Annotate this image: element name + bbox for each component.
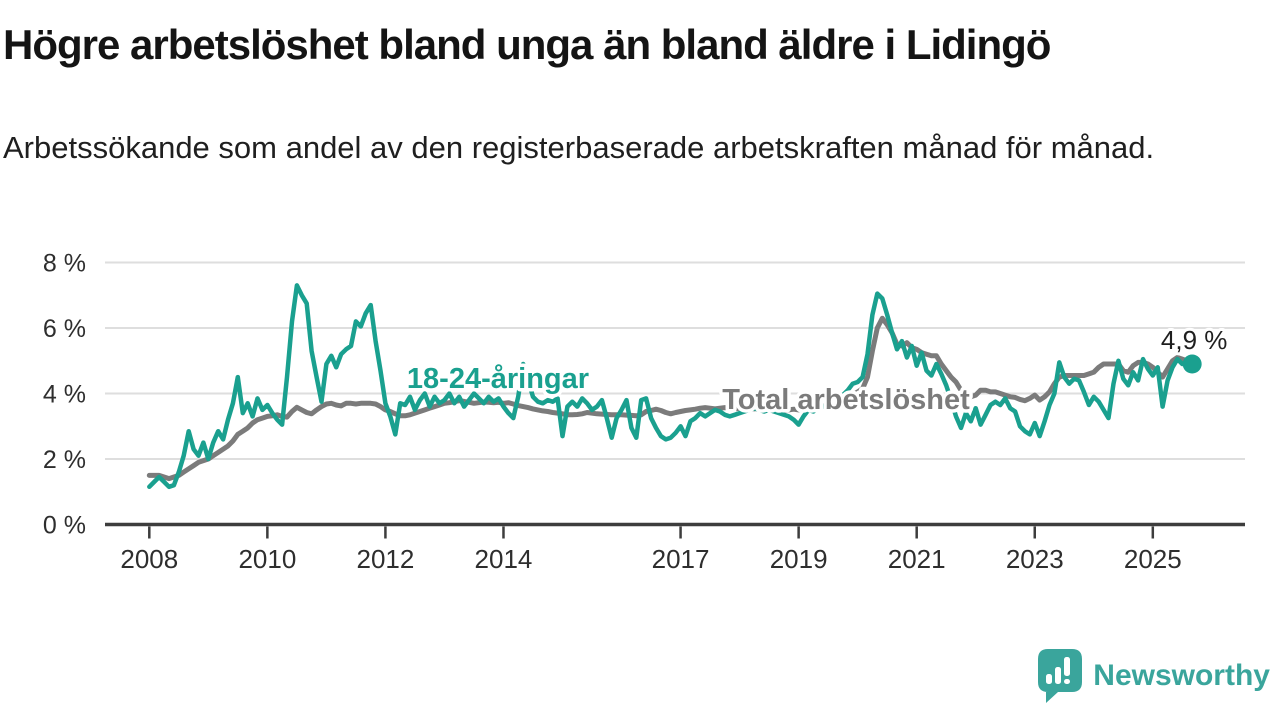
data-series-lines	[146, 283, 1195, 490]
x-tick-label: 2014	[475, 544, 533, 574]
newsworthy-logo-text: Newsworthy	[1093, 659, 1270, 692]
chart-title: Högre arbetslöshet bland unga än bland ä…	[3, 21, 1051, 68]
y-tick-label: 6 %	[43, 315, 86, 343]
series-line-youth	[147, 283, 1195, 490]
y-tick-label: 8 %	[43, 250, 86, 278]
y-axis-labels: 0 % 2 % 4 % 6 % 8 %	[43, 250, 86, 540]
y-tick-label: 0 %	[43, 512, 86, 540]
x-tick-label: 2021	[888, 544, 946, 574]
x-axis-labels: 2008 2010 2012 2014 2017 2019 2021 2023 2025	[120, 544, 1181, 574]
newsworthy-logo[interactable]: Newsworthy	[1037, 648, 1270, 704]
x-tick-label: 2023	[1006, 544, 1064, 574]
endpoint-dot	[1182, 354, 1202, 374]
x-axis	[105, 522, 1245, 539]
x-tick-label: 2025	[1124, 544, 1182, 574]
endpoint-annotation: 4,9 %	[1158, 322, 1230, 374]
y-tick-label: 4 %	[43, 381, 86, 409]
y-tick-label: 2 %	[43, 446, 86, 474]
series-line-total	[146, 315, 1195, 482]
x-tick-label: 2008	[120, 544, 178, 574]
series-labels: 18-24-åringar Total arbetslöshet	[403, 360, 973, 420]
newsworthy-logo-icon	[1038, 649, 1083, 703]
x-tick-label: 2017	[652, 544, 710, 574]
chart-subtitle: Arbetssökande som andel av den registerb…	[3, 130, 1155, 165]
x-tick-label: 2019	[770, 544, 828, 574]
endpoint-value-label: 4,9 %	[1161, 325, 1228, 355]
series-label-youth: 18-24-åringar	[407, 363, 589, 395]
x-tick-label: 2012	[356, 544, 414, 574]
x-tick-label: 2010	[238, 544, 296, 574]
gridlines	[105, 261, 1245, 460]
series-label-total: Total arbetslöshet	[722, 384, 970, 416]
